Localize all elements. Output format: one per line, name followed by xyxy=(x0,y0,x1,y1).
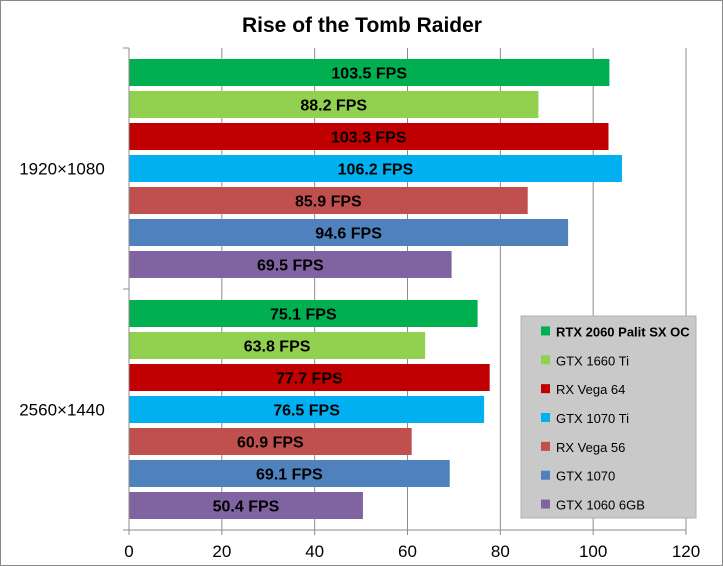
y-category-label: 2560×1440 xyxy=(19,401,105,420)
bar-value-label: 77.7 FPS xyxy=(276,371,343,388)
legend: RTX 2060 Palit SX OC GTX 1660 Ti RX Vega 6… xyxy=(520,315,697,519)
legend-label: RTX 2060 Palit SX OC xyxy=(556,324,690,339)
legend-label: RX Vega 56 xyxy=(556,440,625,455)
x-tick-label: 120 xyxy=(672,542,700,561)
bar-value-label: 88.2 FPS xyxy=(300,98,367,115)
x-tick-label: 40 xyxy=(305,542,324,561)
x-tick-label: 0 xyxy=(124,542,133,561)
bars: 103.5 FPS 88.2 FPS 103.3 FPS 106.2 FPS 85.9 … xyxy=(129,59,622,519)
bar-value-label: 106.2 FPS xyxy=(338,162,414,179)
legend-swatch xyxy=(541,355,550,365)
bar-value-label: 69.1 FPS xyxy=(256,467,323,484)
bar xyxy=(129,332,426,359)
x-tick-label: 60 xyxy=(398,542,417,561)
bar-value-label: 63.8 FPS xyxy=(244,339,311,356)
x-tick-label: 100 xyxy=(579,542,607,561)
bar xyxy=(129,396,485,423)
x-tick-label: 80 xyxy=(491,542,510,561)
legend-label: GTX 1070 Ti xyxy=(556,411,629,426)
legend-label: RX Vega 64 xyxy=(556,382,625,397)
bar-value-label: 103.5 FPS xyxy=(331,66,407,83)
legend-swatch xyxy=(541,470,550,480)
bar xyxy=(129,59,610,86)
bar xyxy=(129,428,412,455)
axes: 0 20 40 60 80 100 120 1920×1080 2560×1440 xyxy=(19,47,700,561)
bar-value-label: 85.9 FPS xyxy=(295,194,362,211)
bar-value-label: 50.4 FPS xyxy=(213,499,280,516)
legend-swatch xyxy=(541,384,550,394)
bar xyxy=(129,300,478,327)
legend-swatch xyxy=(541,413,550,422)
legend-swatch xyxy=(541,499,550,509)
bar xyxy=(129,187,528,214)
chart-title: Rise of the Tomb Raider xyxy=(242,14,482,37)
bar-value-label: 69.5 FPS xyxy=(257,258,324,275)
legend-label: GTX 1060 6GB xyxy=(556,498,645,513)
bar-value-label: 103.3 FPS xyxy=(331,130,407,147)
bar xyxy=(129,155,622,182)
y-category-label: 1920×1080 xyxy=(19,160,105,179)
bar xyxy=(129,251,452,278)
bar xyxy=(129,123,609,150)
bar xyxy=(129,219,569,246)
legend-label: GTX 1660 Ti xyxy=(556,353,629,368)
bar-value-label: 60.9 FPS xyxy=(237,435,304,452)
bar xyxy=(129,492,363,519)
bar-value-label: 75.1 FPS xyxy=(270,307,337,324)
legend-label: GTX 1070 xyxy=(556,469,615,484)
legend-swatch xyxy=(541,326,550,336)
bar-value-label: 76.5 FPS xyxy=(273,403,340,420)
bar-value-label: 94.6 FPS xyxy=(315,226,382,243)
bar xyxy=(129,460,450,487)
legend-swatch xyxy=(541,441,550,451)
bar xyxy=(129,91,539,118)
legend-box xyxy=(520,315,697,519)
bar xyxy=(129,364,490,391)
x-tick-label: 20 xyxy=(212,542,231,561)
